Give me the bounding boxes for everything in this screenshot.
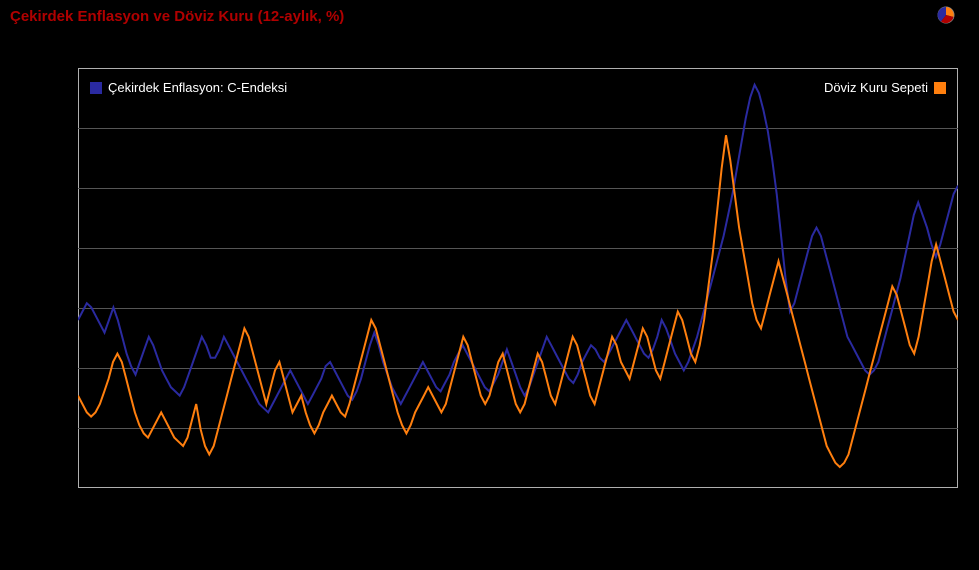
line-chart-svg bbox=[78, 68, 958, 488]
pie-chart-icon[interactable] bbox=[937, 6, 955, 24]
chart-plot-area: Çekirdek Enflasyon: C-Endeksi Döviz Kuru… bbox=[78, 68, 958, 488]
chart-title: Çekirdek Enflasyon ve Döviz Kuru (12-ayl… bbox=[10, 8, 344, 25]
series-fx-basket bbox=[78, 135, 958, 467]
series-core-inflation bbox=[78, 85, 958, 413]
